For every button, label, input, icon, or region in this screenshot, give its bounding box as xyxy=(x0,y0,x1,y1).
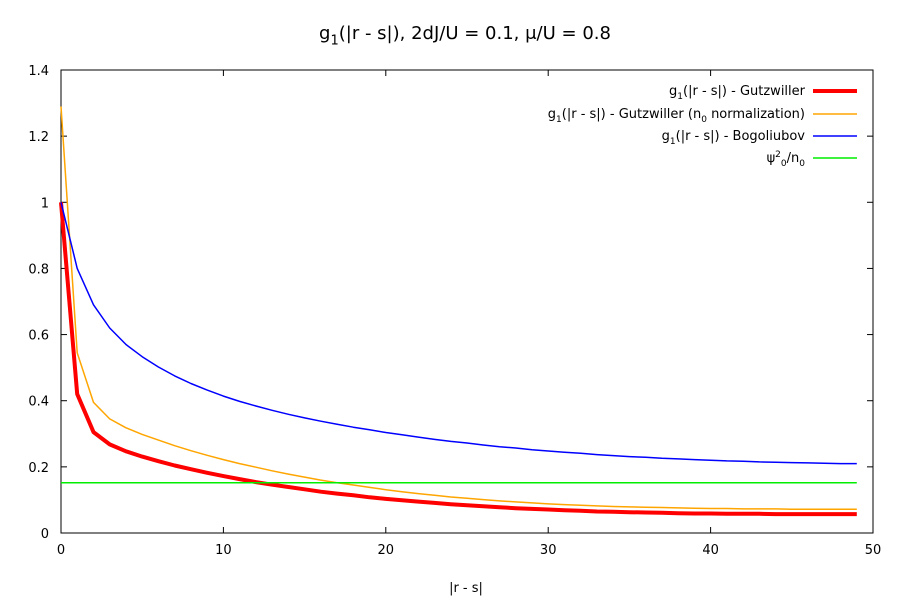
axis-ticks: 0 10 20 30 40 50 0 0.2 0.4 0.6 0.8 1 1.2 1.4 xyxy=(28,64,881,558)
legend-label: g1(|r - s|) - Gutzwiller (n0 normalizati… xyxy=(548,107,805,125)
x-tick-label: 40 xyxy=(702,543,719,558)
series-lines xyxy=(59,106,857,517)
x-axis-label: |r - s| xyxy=(449,581,483,596)
x-tick-label: 10 xyxy=(215,543,232,558)
y-tick-label: 0.2 xyxy=(28,461,49,476)
y-tick-label: 0.8 xyxy=(28,262,49,277)
legend: g1(|r - s|) - Gutzwiller g1(|r - s|) - Gu… xyxy=(548,84,857,169)
series-line-1 xyxy=(59,202,857,517)
x-tick-label: 20 xyxy=(378,543,395,558)
y-tick-label: 0.4 xyxy=(28,395,49,410)
series-line-3 xyxy=(60,202,857,465)
x-tick-label: 50 xyxy=(865,543,882,558)
legend-label: ψ20/n0 xyxy=(767,150,806,169)
x-tick-label: 30 xyxy=(540,543,557,558)
y-tick-label: 0 xyxy=(41,527,49,542)
series-line-2 xyxy=(60,106,857,510)
legend-label: g1(|r - s|) - Gutzwiller xyxy=(669,84,806,102)
y-tick-label: 1.4 xyxy=(28,64,49,79)
x-tick-label: 0 xyxy=(57,543,65,558)
chart-title: g1(|r - s|), 2dJ/U = 0.1, μ/U = 0.8 xyxy=(319,23,611,48)
legend-label: g1(|r - s|) - Bogoliubov xyxy=(662,129,806,147)
y-tick-label: 1.2 xyxy=(28,130,49,145)
y-tick-label: 1 xyxy=(41,196,49,211)
y-tick-label: 0.6 xyxy=(28,329,49,344)
plot-frame xyxy=(60,69,874,534)
